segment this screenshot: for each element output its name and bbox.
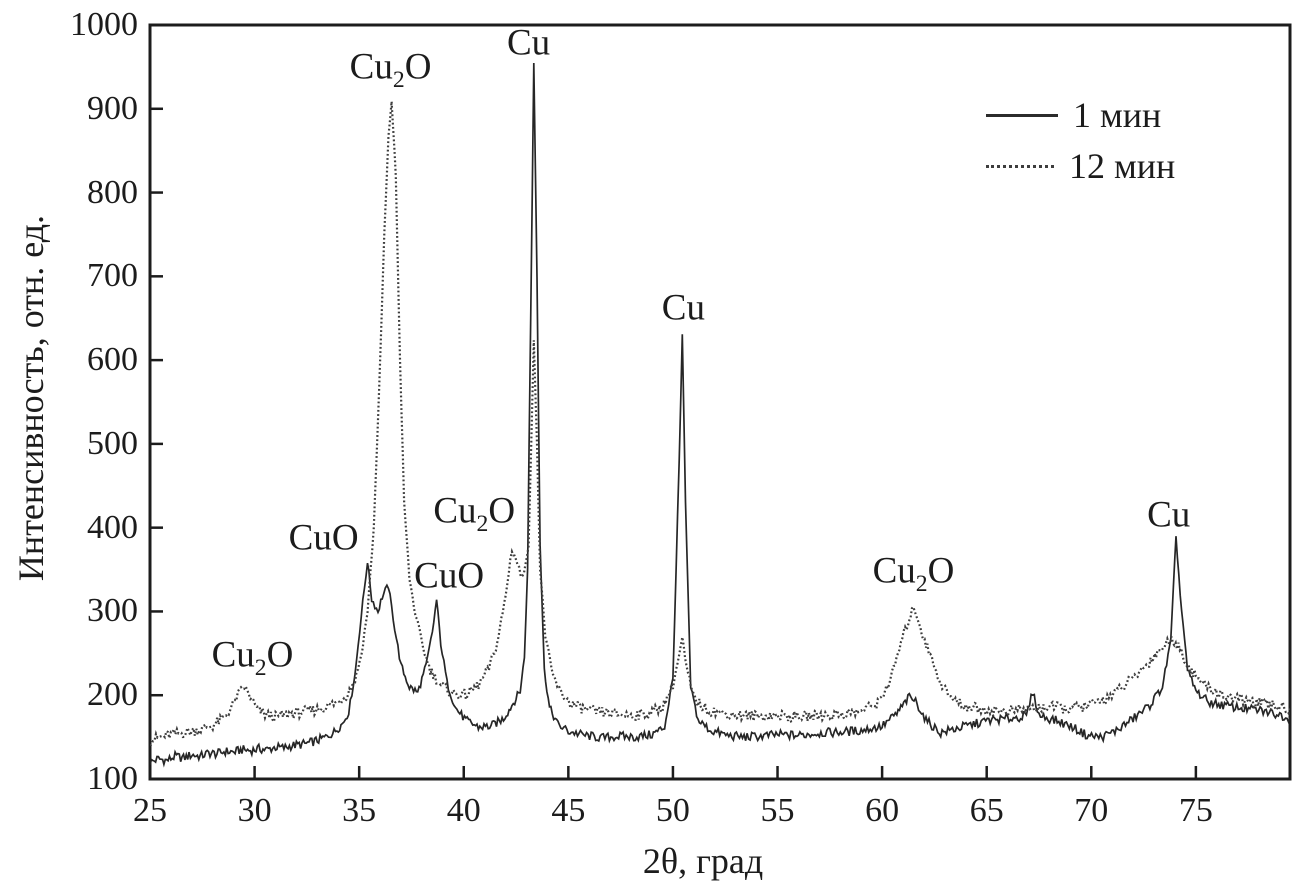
legend-label-1-min: 1 мин bbox=[1073, 95, 1162, 135]
legend-label-12-min: 12 мин bbox=[1069, 146, 1176, 186]
x-tick-label: 25 bbox=[133, 792, 167, 829]
x-tick-label: 35 bbox=[342, 792, 377, 829]
y-tick-label: 400 bbox=[87, 508, 138, 546]
y-tick-label: 800 bbox=[87, 173, 138, 211]
legend-solid-line-sample bbox=[986, 113, 1058, 117]
x-tick-label: 45 bbox=[551, 792, 586, 829]
y-tick-label: 1000 bbox=[70, 6, 138, 43]
peak-label-cu2o: Cu2O bbox=[433, 490, 516, 537]
peak-label-cuo: CuO bbox=[414, 555, 485, 597]
series-line-1-min bbox=[150, 62, 1290, 768]
y-tick-label: 100 bbox=[87, 760, 138, 797]
y-tick-label: 700 bbox=[87, 257, 138, 295]
x-tick-label: 40 bbox=[446, 792, 481, 829]
y-tick-label: 900 bbox=[87, 89, 138, 127]
legend-item-1-min: 1 мин bbox=[986, 94, 1175, 136]
y-tick-label: 300 bbox=[87, 592, 138, 630]
y-tick-label: 200 bbox=[87, 676, 138, 714]
y-tick-label: 500 bbox=[87, 424, 138, 462]
peak-label-cuo: CuO bbox=[288, 517, 359, 559]
x-tick-label: 70 bbox=[1074, 792, 1109, 829]
x-tick-label: 65 bbox=[969, 792, 1004, 829]
peak-label-cu: Cu bbox=[661, 287, 705, 329]
legend-item-12-min: 12 мин bbox=[986, 145, 1175, 187]
peak-label-cu: Cu bbox=[1147, 494, 1191, 536]
peak-label-cu: Cu bbox=[507, 22, 551, 64]
x-axis-title: 2θ, град bbox=[642, 841, 764, 881]
x-tick-label: 75 bbox=[1178, 792, 1213, 829]
y-tick-label: 600 bbox=[87, 341, 138, 379]
x-tick-label: 60 bbox=[865, 792, 900, 829]
legend: 1 мин 12 мин bbox=[986, 94, 1175, 196]
plot-border bbox=[148, 23, 1292, 781]
x-tick-label: 30 bbox=[237, 792, 272, 829]
y-axis-title: Интенсивность, отн. ед. bbox=[11, 214, 51, 582]
legend-dotted-line-sample bbox=[986, 164, 1054, 168]
series-line-12-min bbox=[150, 101, 1290, 747]
x-tick-label: 50 bbox=[655, 792, 690, 829]
x-tick-label: 55 bbox=[760, 792, 795, 829]
peak-label-cu2o: Cu2O bbox=[349, 46, 432, 93]
peak-label-cu2o: Cu2O bbox=[211, 634, 294, 681]
peak-label-cu2o: Cu2O bbox=[872, 550, 955, 598]
